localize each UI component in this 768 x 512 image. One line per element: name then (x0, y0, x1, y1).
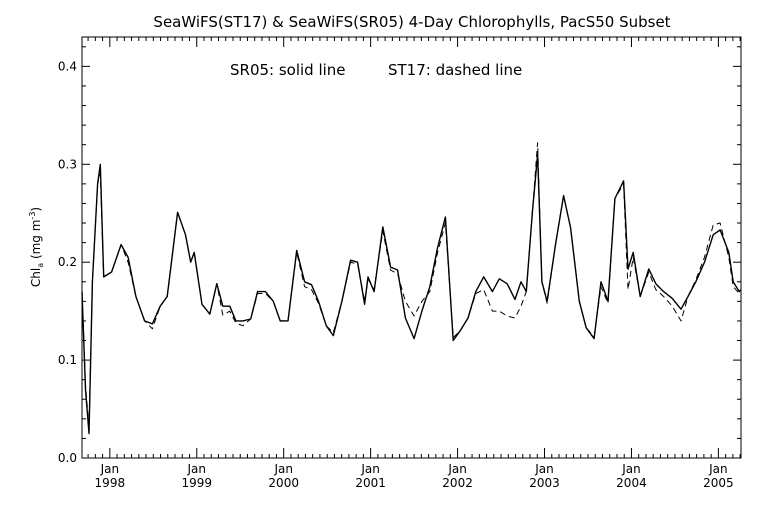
x-tick-year: 2005 (703, 476, 734, 490)
x-tick-year: 1998 (95, 476, 126, 490)
y-tick-label: 0.4 (58, 59, 77, 73)
x-tick-year: 2002 (442, 476, 473, 490)
y-tick-label: 0.1 (58, 353, 77, 367)
series-line-sr05 (81, 153, 742, 435)
y-axis: 0.0 0.1 0.2 0.3 0.4 (58, 46, 741, 465)
y-axis-label: Chla (mg m-3) (28, 207, 45, 287)
y-label-close: ) (29, 207, 43, 212)
y-label-exp: -3 (28, 212, 37, 220)
legend-st17: ST17: dashed line (388, 61, 522, 79)
x-tick-month: Jan (708, 462, 728, 476)
x-tick-month: Jan (534, 462, 554, 476)
x-tick-year: 2000 (268, 476, 299, 490)
y-label-sub: a (36, 263, 45, 268)
x-tick-year: 2001 (355, 476, 386, 490)
x-tick-month: Jan (187, 462, 207, 476)
y-label-main: Chl (29, 268, 43, 287)
x-tick-month: Jan (360, 462, 380, 476)
chart-title: SeaWiFS(ST17) & SeaWiFS(SR05) 4-Day Chlo… (153, 13, 670, 31)
x-tick-month: Jan (447, 462, 467, 476)
x-axis: Jan1998Jan1999Jan2000Jan2001Jan2002Jan20… (87, 37, 741, 490)
legend-sr05: SR05: solid line (230, 61, 346, 79)
x-tick-year: 2004 (616, 476, 647, 490)
y-tick-label: 0.0 (58, 451, 77, 465)
x-tick-month: Jan (100, 462, 120, 476)
x-tick-year: 2003 (529, 476, 560, 490)
x-tick-month: Jan (621, 462, 641, 476)
y-tick-label: 0.2 (58, 255, 77, 269)
y-tick-label: 0.3 (58, 157, 77, 171)
y-label-units: (mg m (29, 220, 43, 263)
x-tick-month: Jan (273, 462, 293, 476)
series-line-st17 (81, 142, 742, 430)
series-layer (81, 142, 742, 435)
x-tick-year: 1999 (181, 476, 212, 490)
plot-frame (81, 36, 742, 459)
